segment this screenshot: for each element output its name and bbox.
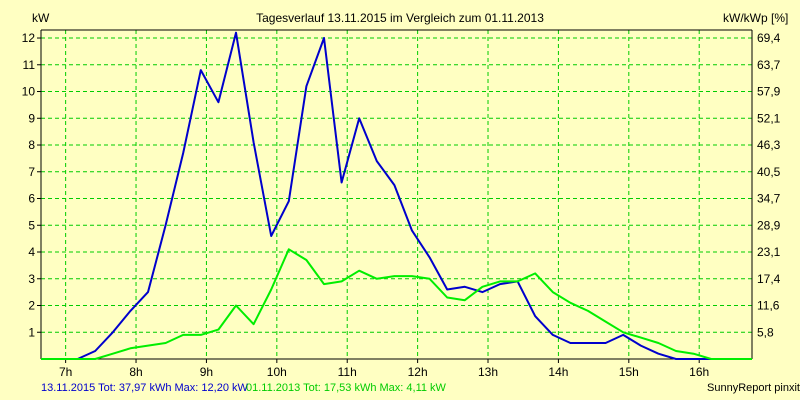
x-tick-label: 13h <box>478 365 498 379</box>
y-tick-label-right: 11,6 <box>757 299 780 313</box>
y-tick-label-right: 34,7 <box>757 192 781 206</box>
x-tick-label: 9h <box>200 365 213 379</box>
y-tick-label: 5 <box>28 218 35 232</box>
x-tick-label: 12h <box>408 365 428 379</box>
y-tick-label: 8 <box>28 138 35 152</box>
x-tick-label: 16h <box>689 365 709 379</box>
tick-labels: 1 5,8 2 11,6 3 17,4 4 23,1 5 28,9 6 34,7 7 40,5 8 46,3 9… <box>22 31 781 379</box>
x-tick-label: 11h <box>338 365 357 379</box>
y-tick-label: 4 <box>28 245 35 259</box>
y-tick-label-right: 69,4 <box>757 31 781 45</box>
series-lines <box>41 31 752 360</box>
x-tick-label: 7h <box>59 365 72 379</box>
y-tick-label-right: 52,1 <box>757 111 781 125</box>
y-axis-left-label: kW <box>32 11 50 25</box>
y-tick-label: 11 <box>23 58 36 72</box>
x-tick-label: 15h <box>619 365 639 379</box>
chart-title: Tagesverlauf 13.11.2015 im Vergleich zum… <box>256 11 544 25</box>
y-axis-right-label: kW/kWp [%] <box>723 11 788 25</box>
grid-lines <box>37 30 752 363</box>
y-tick-label: 6 <box>28 192 35 206</box>
credit-text: SunnyReport pinxit <box>707 382 800 394</box>
y-tick-label-right: 57,9 <box>757 85 781 99</box>
y-tick-label: 2 <box>28 299 35 313</box>
series-line-2013 <box>41 248 752 360</box>
y-tick-label: 3 <box>28 272 35 286</box>
x-tick-label: 14h <box>548 365 568 379</box>
axes <box>40 29 753 360</box>
x-tick-label: 8h <box>129 365 142 379</box>
y-tick-label-right: 17,4 <box>757 272 781 286</box>
y-tick-label: 9 <box>28 111 35 125</box>
y-tick-label: 7 <box>28 165 35 179</box>
x-tick-label: 10h <box>267 365 287 379</box>
y-tick-label: 10 <box>22 85 36 99</box>
y-tick-label-right: 46,3 <box>757 138 781 152</box>
y-tick-label-right: 5,8 <box>757 325 774 339</box>
y-tick-label-right: 40,5 <box>757 165 781 179</box>
y-tick-label: 12 <box>22 31 36 45</box>
legend-entry-2013: 01.11.2013 Tot: 17,53 kWh Max: 4,11 kW <box>246 382 447 394</box>
legend-entry-2015: 13.11.2015 Tot: 37,97 kWh Max: 12,20 kW <box>41 382 248 394</box>
series-line-2015 <box>41 31 752 360</box>
y-tick-label-right: 23,1 <box>757 245 781 259</box>
y-tick-label: 1 <box>28 325 35 339</box>
y-tick-label-right: 28,9 <box>757 218 781 232</box>
y-tick-label-right: 63,7 <box>757 58 781 72</box>
